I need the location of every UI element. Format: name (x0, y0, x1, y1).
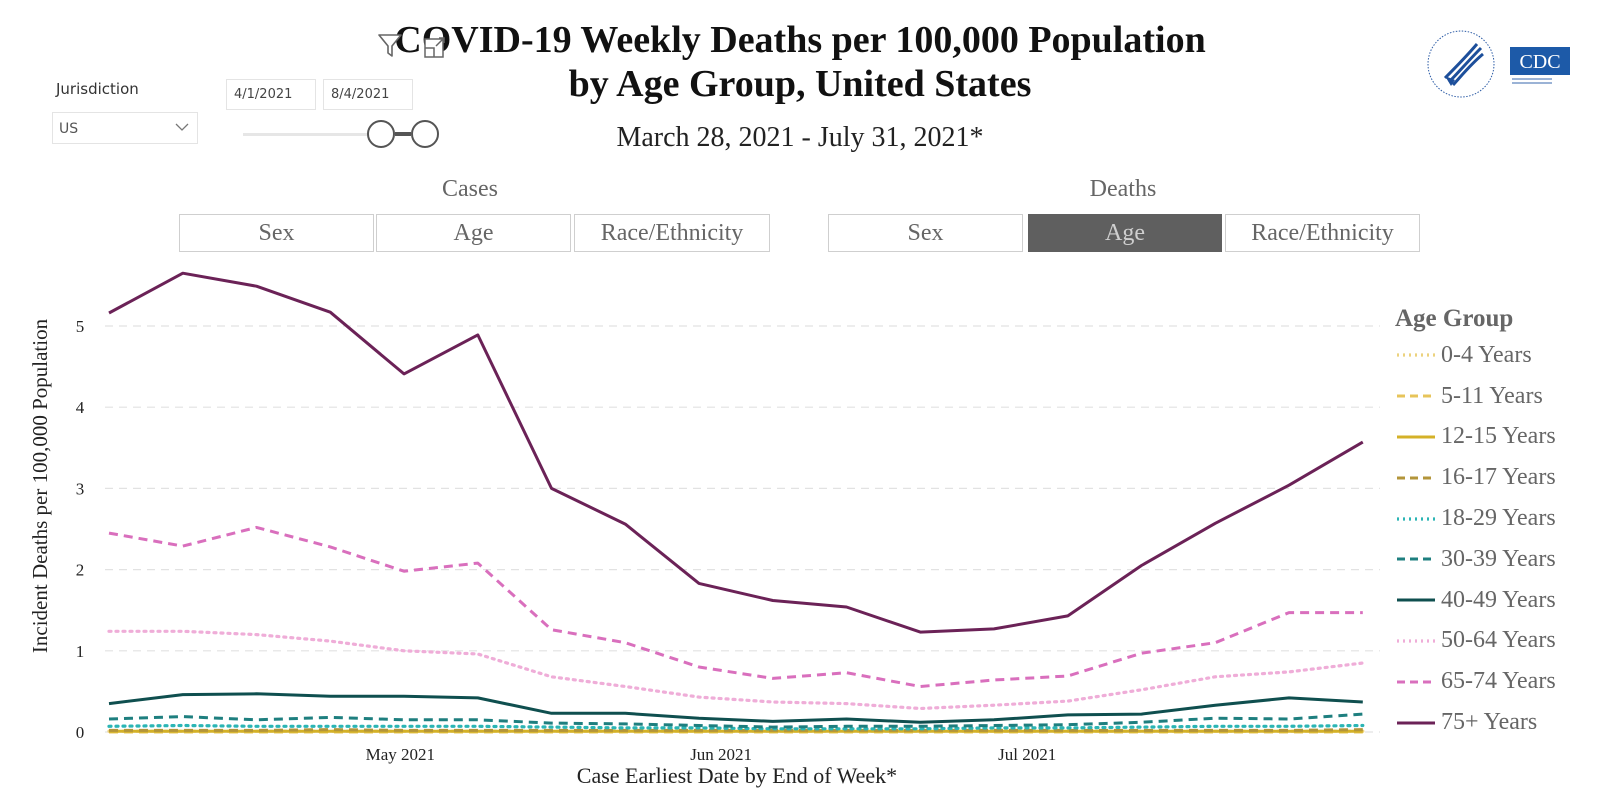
cdc-logo: CDC (1510, 47, 1570, 84)
series-line-65-74-years[interactable] (108, 525, 1363, 688)
jurisdiction-value: US (59, 121, 79, 137)
cdc-logo-text: CDC (1519, 51, 1560, 73)
y-tick-label: 5 (76, 317, 85, 336)
legend-item[interactable]: 12-15 Years (1395, 417, 1556, 458)
chart-title: COVID-19 Weekly Deaths per 100,000 Popul… (330, 18, 1270, 106)
deaths-sex-button[interactable]: Sex (828, 214, 1023, 252)
legend-label: 40-49 Years (1441, 586, 1556, 613)
legend-item[interactable]: 16-17 Years (1395, 457, 1556, 498)
chevron-down-icon (175, 123, 189, 131)
legend-swatch (1397, 516, 1435, 521)
series-line-75-years[interactable] (108, 271, 1364, 634)
start-date-input[interactable]: 4/1/2021 (226, 79, 316, 110)
legend-label: 18-29 Years (1441, 505, 1556, 532)
hhs-logo (1427, 30, 1495, 98)
date-slider-end-handle[interactable] (411, 120, 439, 148)
x-axis-title: Case Earliest Date by End of Week* (577, 763, 897, 788)
x-tick-label: Jun 2021 (690, 745, 752, 764)
y-tick-label: 4 (76, 398, 85, 417)
end-date-input[interactable]: 8/4/2021 (323, 79, 413, 110)
legend-label: 30-39 Years (1441, 545, 1556, 572)
deaths-group-label: Deaths (1089, 176, 1157, 202)
deaths-age-button[interactable]: Age (1028, 214, 1222, 252)
y-tick-label: 0 (76, 723, 85, 742)
legend-swatch (1397, 394, 1435, 398)
x-tick-label: May 2021 (366, 745, 435, 764)
legend-item[interactable]: 18-29 Years (1395, 498, 1556, 539)
legend-swatch (1397, 476, 1435, 480)
legend-item[interactable]: 40-49 Years (1395, 580, 1556, 621)
legend-label: 5-11 Years (1441, 382, 1543, 409)
series-line-50-64-years[interactable] (107, 629, 1365, 711)
gridlines (105, 325, 1380, 733)
legend-label: 12-15 Years (1441, 423, 1556, 450)
cases-age-button[interactable]: Age (376, 214, 571, 252)
y-tick-label: 1 (76, 642, 85, 661)
legend-label: 0-4 Years (1441, 341, 1532, 368)
filter-icon[interactable] (377, 32, 403, 58)
legend-swatch (1397, 680, 1435, 684)
chart-title-line1: COVID-19 Weekly Deaths per 100,000 Popul… (394, 19, 1206, 61)
y-axis-title: Incident Deaths per 100,000 Population (28, 318, 52, 653)
y-tick-label: 3 (76, 479, 85, 498)
legend-item[interactable]: 5-11 Years (1395, 376, 1556, 417)
legend-item[interactable]: 65-74 Years (1395, 661, 1556, 702)
chart-title-line2: by Age Group, United States (568, 63, 1032, 105)
jurisdiction-dropdown[interactable]: US (52, 112, 198, 144)
legend-item[interactable]: 50-64 Years (1395, 621, 1556, 662)
cases-race-ethnicity-button[interactable]: Race/Ethnicity (574, 214, 770, 252)
legend-item[interactable]: 0-4 Years (1395, 335, 1556, 376)
y-axis-ticks: 0 1 2 3 4 5 (76, 317, 85, 742)
legend-swatch (1397, 598, 1435, 602)
deaths-race-ethnicity-button[interactable]: Race/Ethnicity (1225, 214, 1420, 252)
x-tick-label: Jul 2021 (998, 745, 1056, 764)
date-slider-track[interactable] (243, 133, 373, 136)
x-axis-ticks: May 2021 Jun 2021 Jul 2021 (366, 745, 1057, 764)
cases-group-label: Cases (442, 176, 498, 202)
legend-swatch (1397, 557, 1435, 561)
legend-label: 65-74 Years (1441, 668, 1556, 695)
legend-swatch (1397, 435, 1435, 439)
series-lines (107, 271, 1365, 734)
series-line-18-29-years[interactable] (107, 723, 1365, 731)
series-line-40-49-years[interactable] (108, 692, 1363, 724)
legend-swatch (1397, 353, 1435, 357)
legend-label: 16-17 Years (1441, 464, 1556, 491)
legend: Age Group 0-4 Years 5-11 Years 12-15 Years… (1395, 305, 1556, 743)
cases-sex-button[interactable]: Sex (179, 214, 374, 252)
legend-item[interactable]: 30-39 Years (1395, 539, 1556, 580)
legend-swatch (1397, 721, 1435, 725)
legend-swatch (1397, 639, 1435, 643)
y-tick-label: 2 (76, 561, 85, 580)
legend-title: Age Group (1395, 305, 1514, 332)
focus-mode-icon[interactable] (423, 35, 447, 59)
legend-item[interactable]: 75+ Years (1395, 702, 1556, 743)
date-slider-range (395, 132, 411, 136)
line-chart: 0 1 2 3 4 5 May 2021 Jun 2021 Jul 2021 Incident… (28, 271, 1380, 788)
chart-subtitle: March 28, 2021 - July 31, 2021* (616, 122, 984, 153)
legend-label: 50-64 Years (1441, 627, 1556, 654)
date-slider-start-handle[interactable] (367, 120, 395, 148)
legend-label: 75+ Years (1441, 709, 1538, 736)
jurisdiction-label: Jurisdiction (56, 80, 139, 98)
